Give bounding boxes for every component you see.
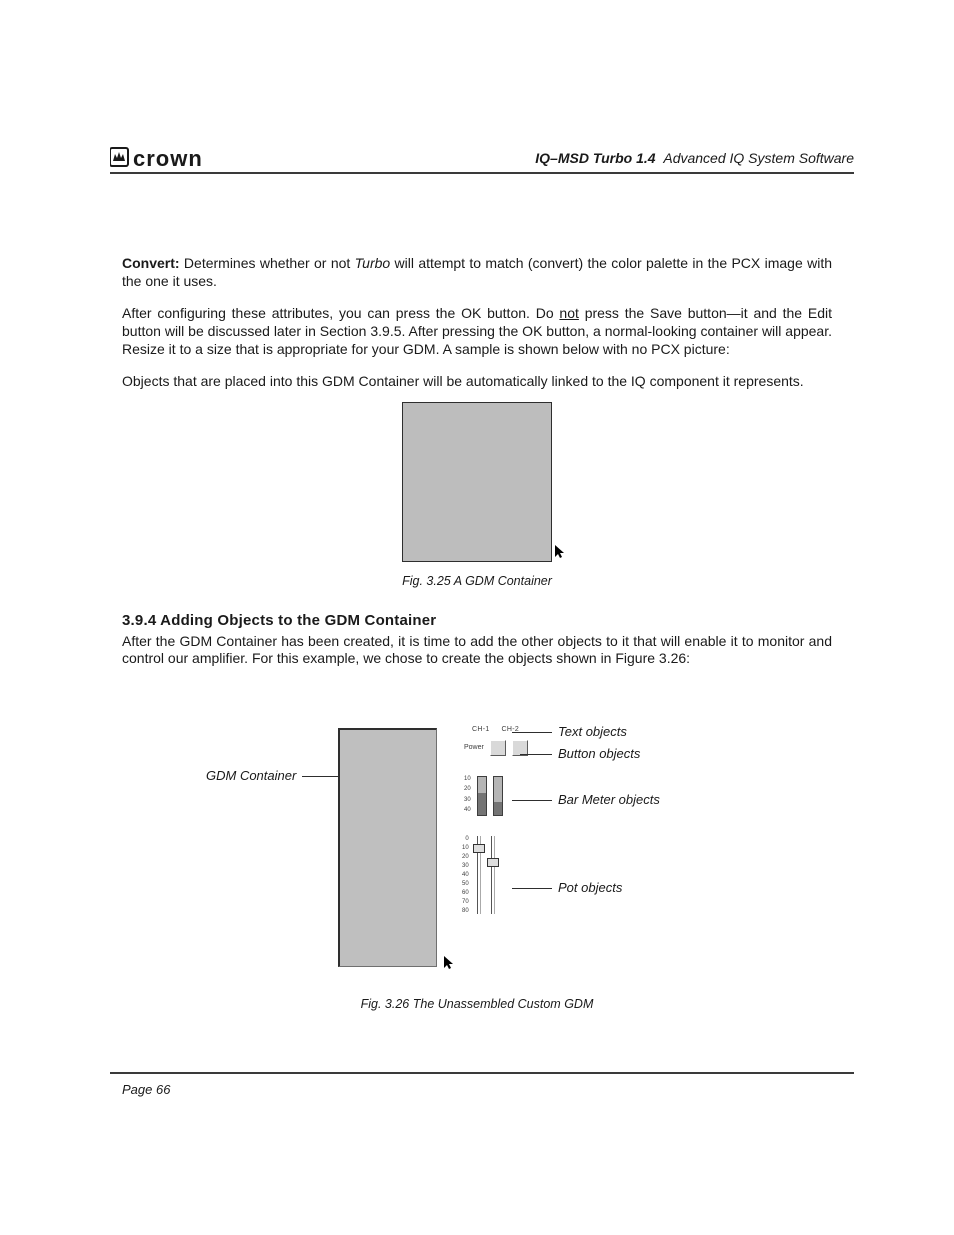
doc-title: IQ–MSD Turbo 1.4 Advanced IQ System Soft… — [535, 150, 854, 166]
fig-3-25-caption: Fig. 3.25 A GDM Container — [122, 573, 832, 589]
footer-rule — [110, 1072, 854, 1074]
section-heading-394: 3.9.4 Adding Objects to the GDM Containe… — [122, 611, 832, 630]
figure-3-26: GDM Container CH-1 CH-2 Power — [122, 728, 832, 1028]
label-power: Power — [464, 744, 484, 753]
lead-bar — [512, 800, 552, 801]
callout-button-objects: Button objects — [558, 746, 640, 763]
lead-button — [520, 754, 552, 755]
pot-ch2[interactable] — [487, 836, 497, 914]
lead-pot — [512, 888, 552, 889]
fig-3-26-caption: Fig. 3.26 The Unassembled Custom GDM — [122, 996, 832, 1012]
paragraph-4: After the GDM Container has been created… — [122, 633, 832, 669]
doc-title-bold: IQ–MSD Turbo 1.4 — [535, 150, 655, 166]
p2a: After configuring these attributes, you … — [122, 305, 559, 321]
callout-gdm-container: GDM Container — [206, 768, 296, 785]
paragraph-3: Objects that are placed into this GDM Co… — [122, 373, 832, 391]
header-rule — [110, 172, 854, 174]
convert-label: Convert: — [122, 255, 180, 271]
pot-scale: 0 10 20 30 40 50 60 70 80 — [462, 836, 469, 914]
crown-logo: crown — [110, 146, 278, 172]
lead-gdm — [302, 776, 338, 777]
bar-meter-ch2 — [493, 776, 503, 816]
bar-scale: 10 20 30 40 — [464, 776, 471, 814]
page-number: Page 66 — [122, 1082, 170, 1097]
gdm-panel — [338, 728, 437, 967]
power-button-ch1[interactable] — [490, 740, 506, 756]
paragraph-convert: Convert: Determines whether or not Turbo… — [122, 255, 832, 291]
lead-text — [512, 732, 552, 733]
callout-text-objects: Text objects — [558, 724, 627, 741]
pots-row: 0 10 20 30 40 50 60 70 80 — [462, 836, 544, 914]
paragraph-2: After configuring these attributes, you … — [122, 305, 832, 359]
cursor-icon-2 — [444, 956, 456, 975]
cursor-icon — [555, 545, 567, 564]
svg-text:crown: crown — [133, 146, 203, 171]
channel-labels: CH-1 CH-2 — [472, 726, 544, 735]
figure-3-25: Fig. 3.25 A GDM Container — [122, 404, 832, 589]
body-content: Convert: Determines whether or not Turbo… — [122, 255, 832, 1028]
callout-pot-objects: Pot objects — [558, 880, 622, 897]
bar-meter-ch1 — [477, 776, 487, 816]
doc-title-rest: Advanced IQ System Software — [663, 150, 854, 166]
pot-ch1[interactable] — [473, 836, 483, 914]
p1-italic: Turbo — [355, 255, 391, 271]
gdm-container-box — [402, 402, 552, 562]
p1a: Determines whether or not — [180, 255, 355, 271]
callout-bar-meter-objects: Bar Meter objects — [558, 792, 660, 809]
document-page: crown IQ–MSD Turbo 1.4 Advanced IQ Syste… — [0, 0, 954, 1235]
label-ch1: CH-1 — [472, 726, 490, 735]
label-ch2: CH-2 — [502, 726, 520, 735]
page-header: crown IQ–MSD Turbo 1.4 Advanced IQ Syste… — [110, 148, 854, 178]
p2-not: not — [559, 305, 578, 321]
bar-meters-row: 10 20 30 40 — [464, 776, 544, 816]
